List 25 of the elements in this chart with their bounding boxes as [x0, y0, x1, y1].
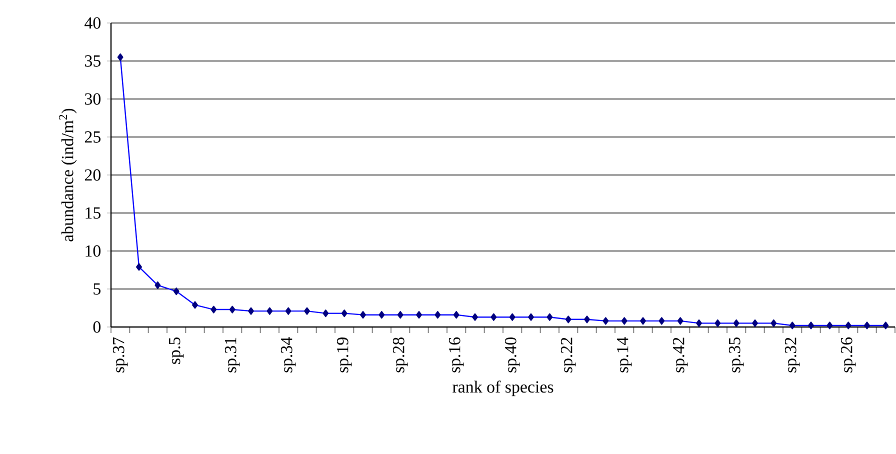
y-tick-label: 5: [94, 283, 100, 295]
x-tick-label: sp.31: [224, 338, 240, 372]
x-tick-label: sp.37: [112, 337, 128, 372]
x-tick-label: sp.5: [168, 338, 184, 364]
y-tick-label: 20: [84, 169, 101, 181]
y-tick-label: 10: [86, 245, 101, 257]
y-tick-label: 35: [85, 55, 100, 67]
x-tick-label: sp.22: [560, 338, 576, 372]
y-axis-title: abundance (ind/m$^{2}$): [59, 108, 77, 242]
x-tick-label: sp.34: [280, 337, 296, 372]
y-tick-label: 25: [84, 131, 100, 143]
x-tick-label: sp.35: [728, 338, 744, 372]
x-tick-label: sp.28: [392, 337, 408, 372]
x-tick-label: sp.40: [504, 337, 520, 372]
x-tick-label: sp.16: [448, 337, 464, 372]
x-tick-label: sp.14: [616, 337, 632, 372]
x-tick-label: sp.19: [336, 338, 352, 372]
x-tick-label: sp.32: [784, 338, 800, 372]
x-axis-title: rank of species: [452, 380, 554, 396]
x-tick-label: sp.26: [840, 337, 856, 372]
y-tick-label: 40: [84, 17, 101, 29]
y-tick-label: 30: [85, 93, 101, 105]
y-tick-label: 15: [86, 207, 100, 219]
x-tick-label: sp.42: [672, 338, 688, 372]
y-tick-label: 0: [93, 321, 101, 333]
